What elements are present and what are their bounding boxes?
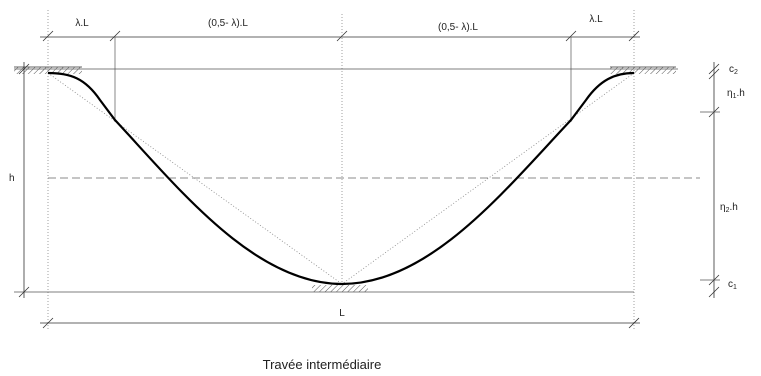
eta2-main: η <box>720 202 726 213</box>
span-dimension <box>40 317 640 329</box>
height-dimension <box>18 62 30 298</box>
right-dimension-line <box>700 62 720 298</box>
eta1-label: η1.h <box>727 88 745 100</box>
lambda-l-left-label: λ.L <box>75 18 89 29</box>
eta2-label: η2.h <box>720 202 738 214</box>
c2-label: c2 <box>729 64 738 76</box>
c2-sub: 2 <box>734 69 738 76</box>
c1-label: c1 <box>728 279 737 291</box>
eta2-sub: 2 <box>726 207 730 214</box>
eta2-tail: .h <box>729 202 737 213</box>
top-dimension-line <box>40 30 640 42</box>
vertical-reference-lines <box>47 10 635 330</box>
mid-right-label: (0,5- λ).L <box>438 22 478 33</box>
c1-main: c <box>728 279 733 290</box>
eta1-main: η <box>727 88 733 99</box>
eta1-tail: .h <box>736 88 744 99</box>
span-label: L <box>339 308 345 319</box>
cable-profile-curve <box>47 71 635 286</box>
lambda-l-right-label: λ.L <box>589 14 603 25</box>
bottom-support <box>312 285 368 292</box>
caption: Travée intermédiaire <box>263 357 382 372</box>
h-label: h <box>9 173 15 184</box>
tangent-lines <box>47 72 635 285</box>
c1-sub: 1 <box>733 284 737 291</box>
right-support <box>610 66 676 74</box>
left-support <box>14 66 82 74</box>
c2-main: c <box>729 64 734 75</box>
mid-left-label: (0,5- λ).L <box>208 18 248 29</box>
eta1-sub: 1 <box>733 93 737 100</box>
